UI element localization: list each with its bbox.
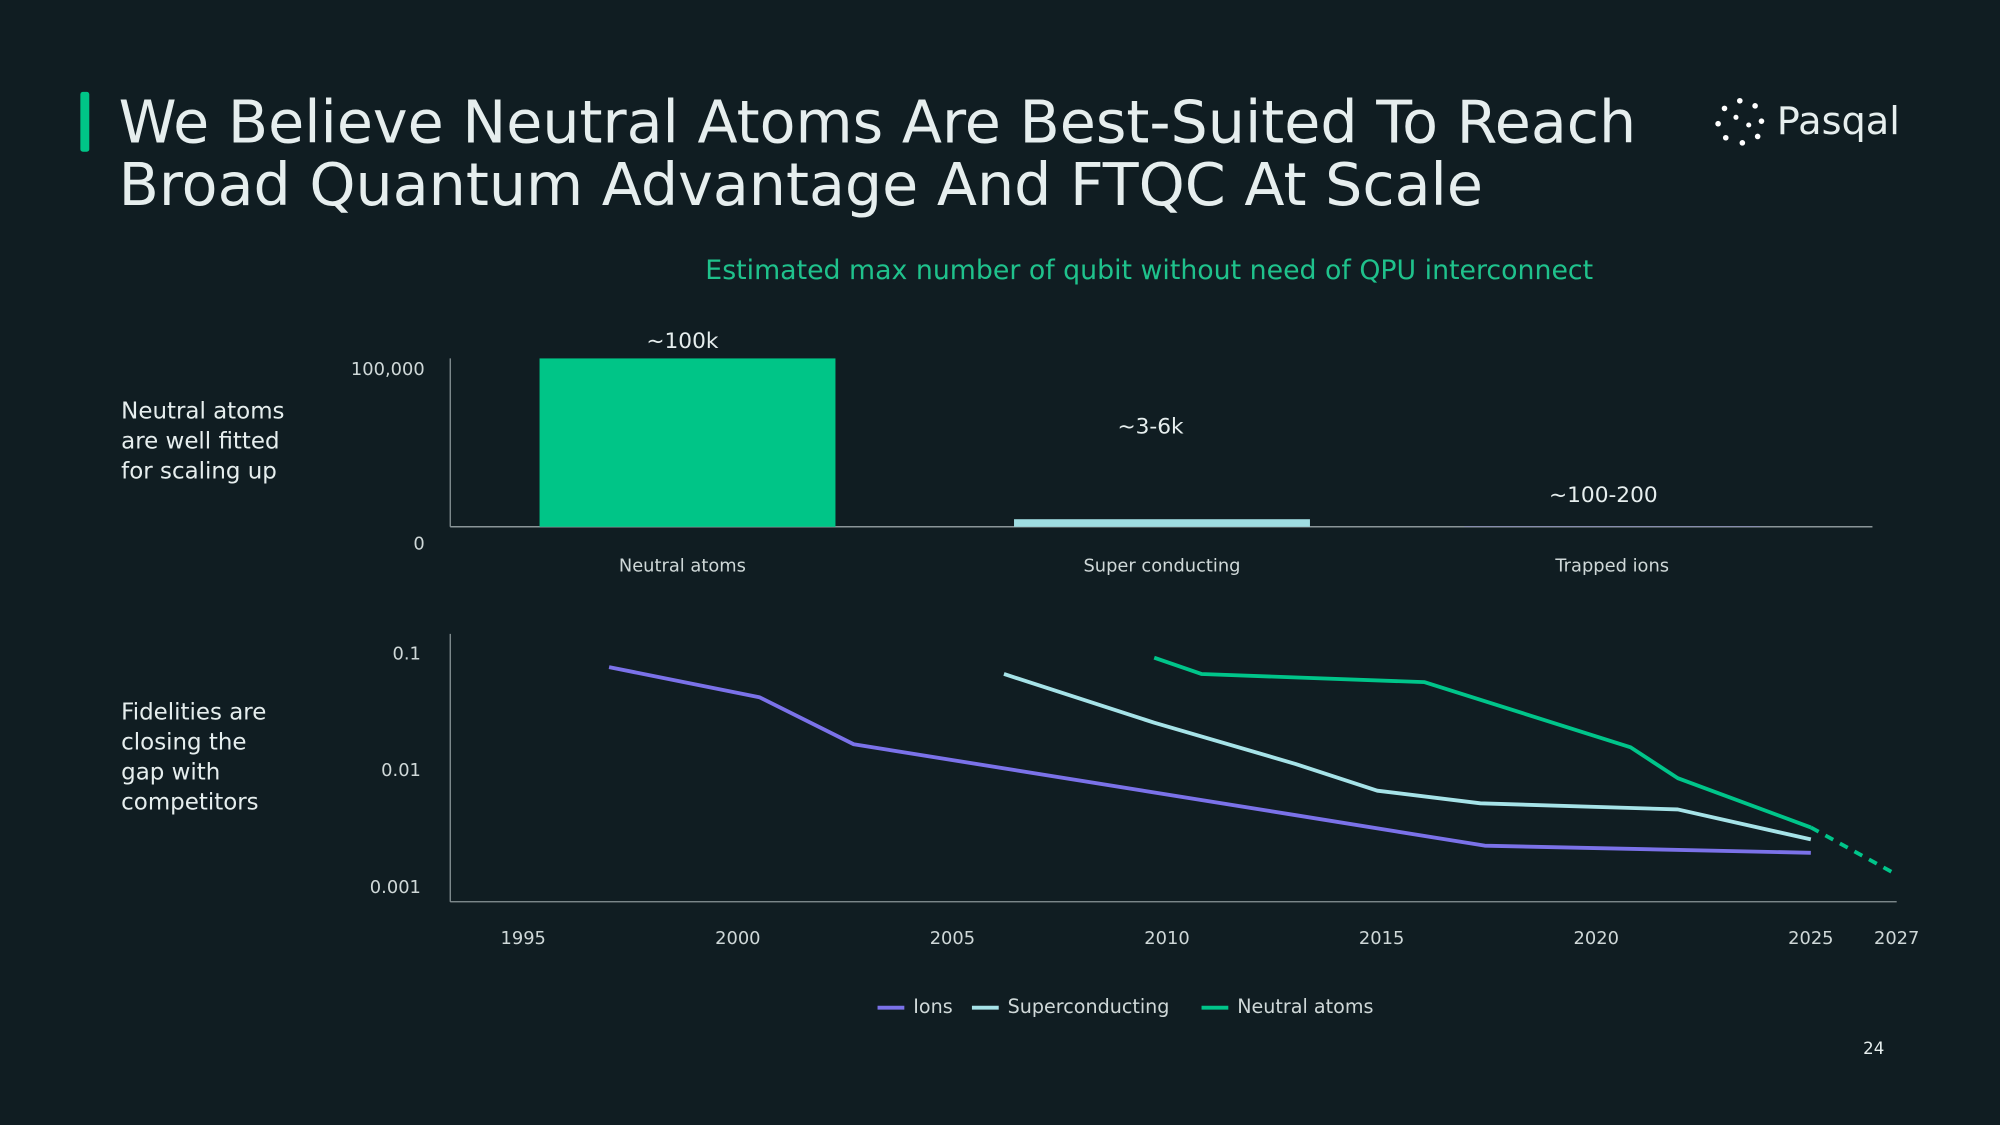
series-line bbox=[1153, 655, 1812, 830]
accent-bar bbox=[80, 91, 90, 152]
page-number: 24 bbox=[1863, 1039, 1884, 1058]
logo-text: Pasqal bbox=[1777, 99, 1900, 144]
x-tick-label: Neutral atoms bbox=[619, 555, 746, 576]
logo-icon bbox=[1715, 97, 1765, 146]
y-tick-label: 100,000 bbox=[351, 359, 425, 380]
bar bbox=[1014, 519, 1310, 527]
side-note: closing the bbox=[121, 729, 246, 755]
value-label: ~100k bbox=[646, 329, 719, 354]
y-tick-label: 0.01 bbox=[381, 760, 421, 781]
side-note: are well fitted bbox=[121, 428, 279, 454]
x-tick-label: 2000 bbox=[715, 928, 760, 949]
legend-label: Ions bbox=[913, 995, 952, 1018]
series-line bbox=[608, 665, 1811, 855]
bar bbox=[539, 358, 836, 527]
y-tick-label: 0.001 bbox=[370, 877, 421, 898]
x-tick-label: 2027 bbox=[1874, 928, 1919, 949]
y-tick-label: 0 bbox=[413, 534, 424, 555]
series-line bbox=[1003, 672, 1812, 842]
x-tick-label: 1995 bbox=[501, 928, 546, 949]
side-note: for scaling up bbox=[121, 458, 277, 484]
title-line: Broad Quantum Advantage And FTQC At Scal… bbox=[119, 151, 1483, 219]
side-note: gap with bbox=[121, 759, 220, 785]
value-label: ~100-200 bbox=[1549, 483, 1658, 508]
y-tick-label: 0.1 bbox=[393, 643, 421, 664]
x-tick-label: 2025 bbox=[1788, 928, 1833, 949]
chart-title: Estimated max number of qubit without ne… bbox=[705, 255, 1593, 286]
x-tick-label: 2015 bbox=[1359, 928, 1404, 949]
value-label: ~3-6k bbox=[1117, 414, 1184, 439]
side-note: Neutral atoms bbox=[121, 398, 284, 424]
x-tick-label: Super conducting bbox=[1083, 555, 1240, 576]
side-note: competitors bbox=[121, 789, 258, 815]
legend-label: Superconducting bbox=[1008, 995, 1170, 1018]
title-line: We Believe Neutral Atoms Are Best-Suited… bbox=[119, 88, 1637, 156]
x-tick-label: 2020 bbox=[1574, 928, 1619, 949]
side-note: Fidelities are bbox=[121, 700, 266, 726]
x-tick-label: 2010 bbox=[1144, 928, 1189, 949]
x-tick-label: Trapped ions bbox=[1554, 555, 1669, 576]
legend-label: Neutral atoms bbox=[1237, 995, 1373, 1018]
x-tick-label: 2005 bbox=[930, 928, 975, 949]
